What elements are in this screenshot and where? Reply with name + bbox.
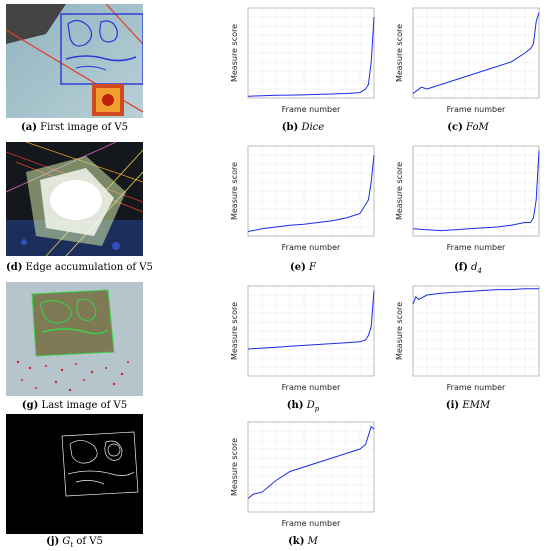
- caption-i: (i) EMM: [445, 400, 491, 411]
- chart-f: Frame number Measure score: [393, 142, 543, 256]
- chart-h: Frame number Measure score: [228, 282, 378, 396]
- y-axis-label: Measure score: [230, 438, 239, 496]
- caption-h: (h) Dp: [286, 400, 320, 413]
- image-last-frame: [6, 282, 143, 396]
- plot-frame: [247, 421, 375, 513]
- plot-frame: [247, 285, 375, 377]
- x-axis-label: Frame number: [447, 243, 506, 252]
- caption-k: (k) M: [288, 536, 318, 547]
- chart-k: Frame number Measure score: [228, 418, 378, 532]
- caption-j: (j) Gt of V5: [46, 536, 103, 549]
- series-line: [412, 12, 540, 94]
- x-axis-label: Frame number: [282, 383, 341, 392]
- caption-b: (b) Dice: [281, 122, 325, 133]
- image-edge-accumulation: [6, 142, 143, 256]
- image-ground-truth: [6, 414, 143, 534]
- chart-svg-h: Frame number Measure score: [230, 285, 375, 392]
- series-line: [247, 425, 375, 499]
- plot-frame: [247, 7, 375, 99]
- chart-svg-b: Frame number Measure score: [230, 7, 375, 114]
- chart-svg-c: Frame number Measure score: [395, 7, 540, 114]
- caption-c: (c) FoM: [447, 122, 489, 133]
- caption-e: (e) F: [290, 262, 316, 273]
- series-line: [247, 290, 375, 350]
- plot-frame: [412, 7, 540, 99]
- series-line: [412, 150, 540, 232]
- y-axis-label: Measure score: [230, 162, 239, 220]
- caption-a: (a) First image of V5: [20, 122, 128, 133]
- chart-svg-f: Frame number Measure score: [395, 145, 540, 252]
- series-line: [247, 16, 375, 97]
- x-axis-label: Frame number: [282, 519, 341, 528]
- chart-c: Frame number Measure score: [393, 4, 543, 118]
- chart-i: Frame number Measure score: [393, 282, 543, 396]
- series-line: [247, 154, 375, 232]
- series-line: [412, 288, 539, 305]
- plot-frame: [412, 145, 540, 237]
- chart-svg-k: Frame number Measure score: [230, 421, 375, 528]
- x-axis-label: Frame number: [447, 105, 506, 114]
- x-axis-label: Frame number: [447, 383, 506, 392]
- image-first-frame: [6, 4, 143, 118]
- y-axis-label: Measure score: [395, 24, 404, 82]
- plot-frame: [412, 285, 540, 377]
- y-axis-label: Measure score: [230, 302, 239, 360]
- x-axis-label: Frame number: [282, 243, 341, 252]
- chart-e: Frame number Measure score: [228, 142, 378, 256]
- y-axis-label: Measure score: [395, 162, 404, 220]
- chart-svg-e: Frame number Measure score: [230, 145, 375, 252]
- plot-frame: [247, 145, 375, 237]
- caption-f: (f) d4: [454, 262, 482, 275]
- chart-b: Frame number Measure score: [228, 4, 378, 118]
- y-axis-label: Measure score: [230, 24, 239, 82]
- chart-svg-i: Frame number Measure score: [395, 285, 540, 392]
- x-axis-label: Frame number: [282, 105, 341, 114]
- y-axis-label: Measure score: [395, 302, 404, 360]
- caption-d: (d) Edge accumulation of V5: [6, 262, 153, 273]
- caption-g: (g) Last image of V5: [21, 400, 128, 411]
